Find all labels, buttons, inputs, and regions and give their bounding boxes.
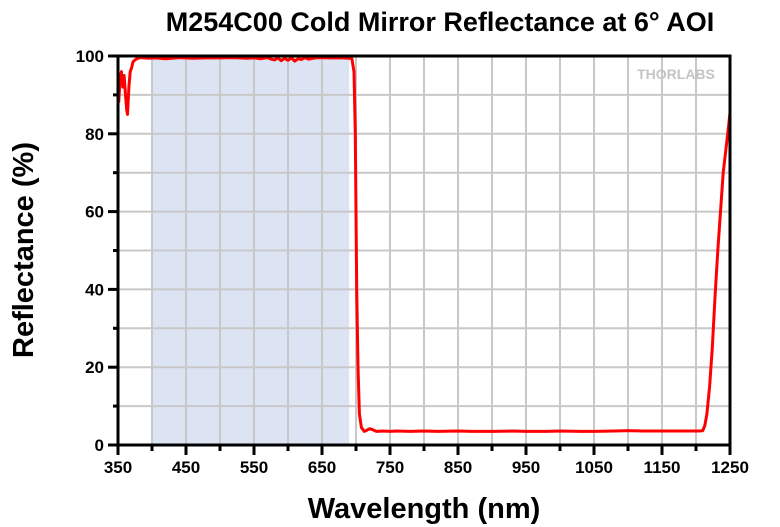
chart-title: M254C00 Cold Mirror Reflectance at 6° AO… bbox=[166, 7, 714, 37]
x-axis-label: Wavelength (nm) bbox=[308, 493, 541, 525]
x-tick-label: 1250 bbox=[711, 458, 749, 477]
plot-area: THORLABS 350 450 550 650 750 850 950 1050 1150 12… bbox=[76, 47, 749, 477]
x-tick-label: 950 bbox=[512, 458, 540, 477]
y-tick-label: 40 bbox=[85, 280, 104, 299]
x-tick-label: 350 bbox=[104, 458, 132, 477]
x-tick-label: 1150 bbox=[644, 458, 681, 477]
x-tick-label: 750 bbox=[376, 458, 404, 477]
y-tick-label: 80 bbox=[85, 125, 104, 144]
y-tick-label: 20 bbox=[85, 358, 104, 377]
y-tick-label: 60 bbox=[85, 203, 104, 222]
x-tick-label: 550 bbox=[240, 458, 268, 477]
y-tick-label: 0 bbox=[95, 436, 104, 455]
x-tick-label: 650 bbox=[308, 458, 336, 477]
x-tick-label: 1050 bbox=[575, 458, 613, 477]
thorlabs-logo: THORLABS bbox=[637, 66, 715, 82]
y-tick-labels: 0 20 40 60 80 100 bbox=[76, 47, 104, 455]
reflectance-series-line bbox=[117, 56, 732, 433]
x-tick-label: 450 bbox=[172, 458, 200, 477]
axis-ticks bbox=[108, 54, 732, 455]
y-tick-label: 100 bbox=[76, 47, 104, 66]
x-tick-labels: 350 450 550 650 750 850 950 1050 1150 1250 bbox=[104, 458, 749, 477]
y-axis-label: Reflectance (%) bbox=[8, 142, 40, 358]
x-tick-label: 850 bbox=[444, 458, 472, 477]
